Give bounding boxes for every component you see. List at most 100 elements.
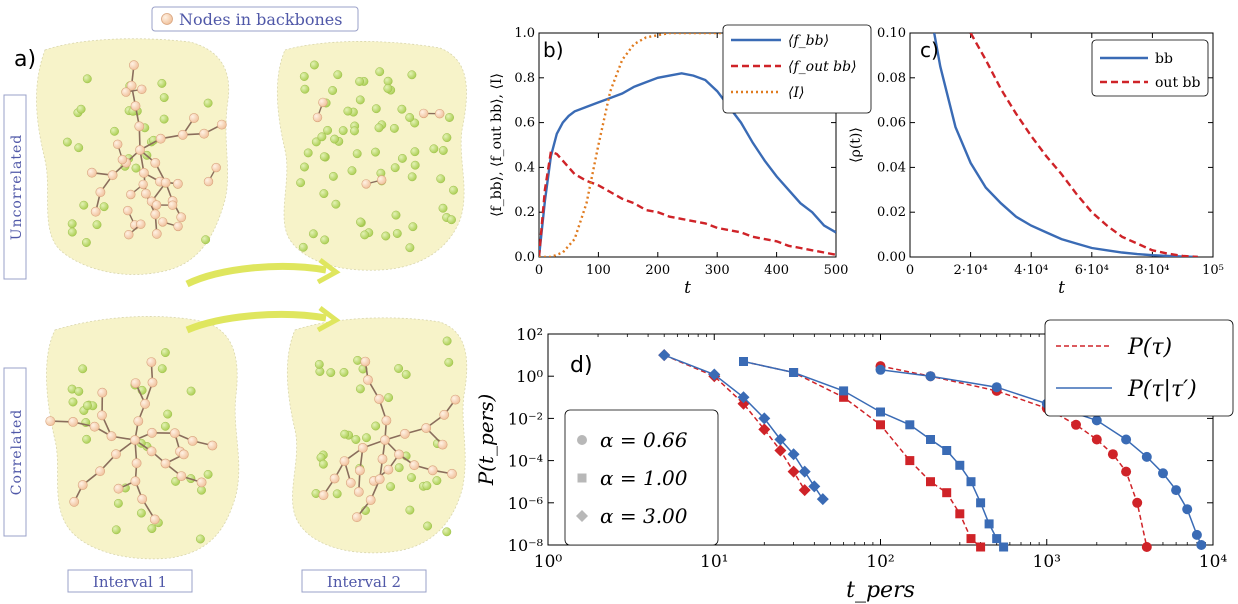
data-point-square xyxy=(942,446,952,455)
data-point-diamond xyxy=(798,465,811,478)
backbone-node xyxy=(130,101,141,111)
backbone-node xyxy=(155,133,166,144)
other-node xyxy=(157,364,167,374)
other-node xyxy=(391,210,401,220)
other-node xyxy=(386,482,396,492)
y-tick-label: 0.02 xyxy=(877,205,906,220)
column-label-interval2: Interval 2 xyxy=(327,573,401,591)
column-label-box-interval1 xyxy=(67,569,193,593)
x-tick-label: 8·10⁴ xyxy=(1135,263,1169,278)
other-node xyxy=(360,230,370,240)
backbone-node xyxy=(117,154,128,165)
backbone-node xyxy=(77,480,88,490)
nodes-legend-box xyxy=(151,6,359,32)
other-node xyxy=(423,521,433,531)
data-point-diamond xyxy=(816,493,829,506)
backbone-node xyxy=(329,473,340,484)
other-node xyxy=(318,459,328,469)
other-node xyxy=(68,397,78,407)
data-point-circle xyxy=(1158,468,1168,479)
other-node xyxy=(110,126,119,136)
other-node xyxy=(309,60,319,70)
backbone-node xyxy=(137,494,148,504)
other-node xyxy=(355,77,365,86)
other-node xyxy=(131,163,141,173)
data-point-circle xyxy=(1091,415,1102,426)
x-tick-label: 4·10⁴ xyxy=(1014,263,1048,278)
other-node xyxy=(401,370,411,379)
other-node xyxy=(79,200,89,210)
backbone-node xyxy=(169,428,180,439)
backbone-node xyxy=(178,449,189,460)
other-node xyxy=(338,126,348,136)
other-node xyxy=(405,505,415,515)
data-point-diamond xyxy=(787,465,800,478)
other-node xyxy=(371,421,381,431)
legend-box xyxy=(722,24,872,114)
backbone-node xyxy=(69,496,80,507)
data-point-diamond xyxy=(798,484,811,497)
data-point-circle xyxy=(1141,542,1152,552)
backbone-node xyxy=(450,394,461,405)
x-tick-label: 10² xyxy=(866,552,894,572)
legend-label-0: ⟨f_bb⟩ xyxy=(788,33,829,49)
other-node xyxy=(74,386,84,396)
data-point-circle xyxy=(1141,451,1152,462)
other-node xyxy=(410,118,420,128)
y-tick-label: 10⁻⁶ xyxy=(508,494,543,513)
other-node xyxy=(330,134,340,144)
other-node xyxy=(195,534,205,544)
backbone-node xyxy=(189,113,199,123)
other-node xyxy=(323,125,333,135)
backbone-node xyxy=(207,440,218,451)
other-node xyxy=(355,384,365,394)
other-node xyxy=(67,219,77,229)
x-tick-label: 300 xyxy=(705,263,730,278)
backbone-node xyxy=(409,460,420,471)
other-node xyxy=(76,104,86,114)
y-tick-label: 0.08 xyxy=(877,71,906,86)
series-line-0 xyxy=(539,72,836,257)
other-node xyxy=(422,481,432,491)
backbone-node xyxy=(137,84,147,95)
x-tick-label: 2·10⁴ xyxy=(954,263,988,278)
data-point-square xyxy=(966,477,976,487)
data-point-square xyxy=(942,488,952,498)
backbone-node xyxy=(374,474,385,485)
column-label-interval1: Interval 1 xyxy=(93,573,167,591)
other-node xyxy=(326,368,336,378)
other-node xyxy=(442,336,452,346)
backbone-node xyxy=(339,456,350,466)
other-node xyxy=(347,166,357,176)
data-point-circle xyxy=(1107,449,1118,460)
backbone-node xyxy=(427,465,438,476)
other-node xyxy=(83,401,92,411)
backbone-node xyxy=(158,217,168,227)
y-tick-label: 0.8 xyxy=(514,71,535,86)
row-label-uncorrelated: Uncorrelated xyxy=(9,134,25,240)
legend-label-0: P(τ) xyxy=(1127,335,1172,360)
other-node xyxy=(314,359,324,369)
y-tick-label: 0.0 xyxy=(514,250,535,265)
backbone-node xyxy=(131,458,142,469)
backbone-node xyxy=(439,409,450,420)
x-axis-label: t xyxy=(1058,278,1065,298)
other-node xyxy=(320,235,330,245)
backbone-node xyxy=(421,423,432,433)
backbone-node xyxy=(124,230,134,240)
other-node xyxy=(113,498,123,508)
other-node xyxy=(343,106,353,116)
series-line-4 xyxy=(880,365,1148,545)
backbone-node xyxy=(363,374,373,385)
other-node xyxy=(74,143,84,153)
backbone-node xyxy=(374,394,384,404)
backbone-node xyxy=(140,398,150,409)
backbone-node xyxy=(187,435,198,446)
y-tick-label: 10⁰ xyxy=(516,367,543,386)
panel-label: c) xyxy=(920,38,939,62)
other-node xyxy=(394,463,404,473)
data-point-circle xyxy=(1121,466,1132,477)
data-point-circle xyxy=(1121,434,1132,445)
backbone-node xyxy=(399,428,410,439)
data-point-square xyxy=(984,519,994,529)
